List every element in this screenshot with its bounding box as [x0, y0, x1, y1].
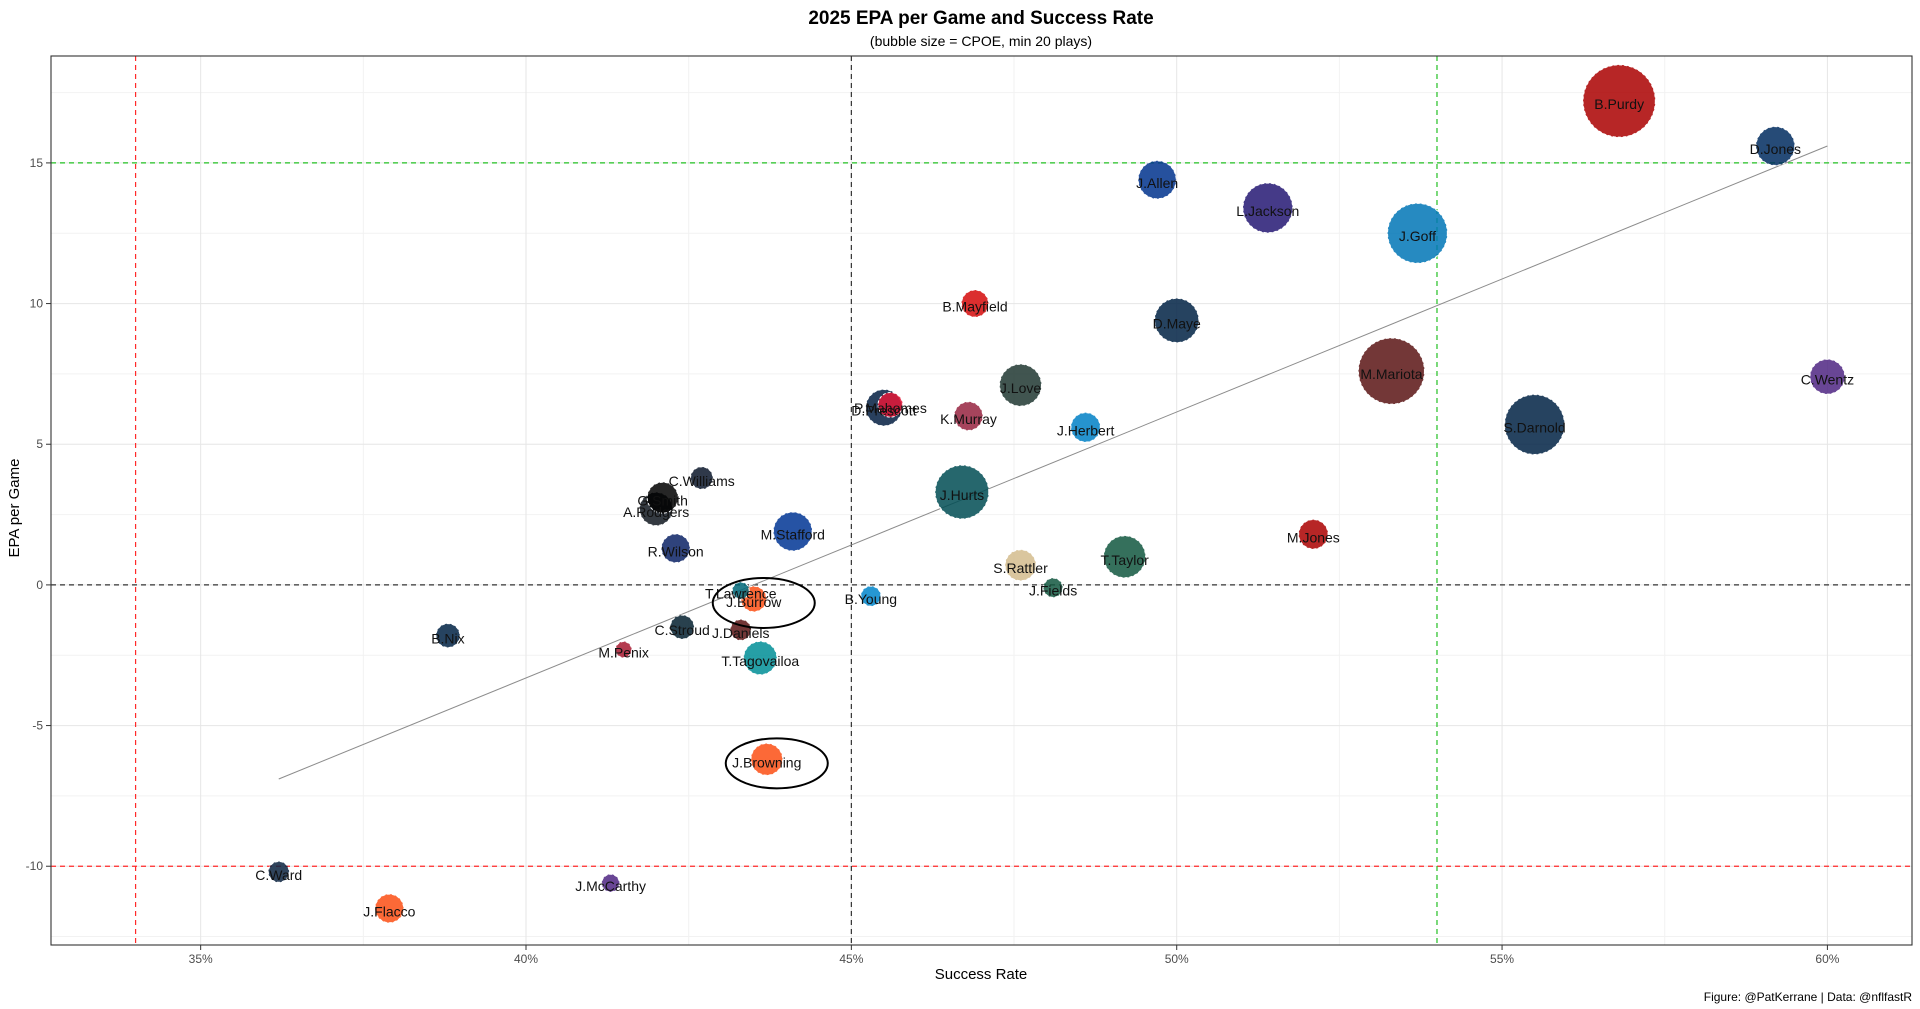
bubble — [1582, 64, 1656, 138]
bubble — [1004, 549, 1037, 582]
highlight-ellipse — [724, 737, 829, 790]
bubble — [669, 614, 695, 640]
bubble-label: J.Burrow — [726, 594, 782, 610]
bubble-label: P.Mahomes — [854, 400, 927, 416]
bubble — [435, 623, 461, 648]
bubble — [1137, 160, 1177, 200]
bubble — [1504, 394, 1565, 455]
x-axis-title: Success Rate — [935, 966, 1028, 983]
bubble — [601, 873, 620, 893]
bubble-label: S.Rattler — [993, 560, 1048, 576]
bubble-label: T.Taylor — [1101, 552, 1150, 568]
bubble-label: C.Williams — [669, 473, 735, 489]
bubble — [1154, 297, 1200, 344]
bubble — [374, 893, 405, 924]
y-tick-label: 10 — [30, 297, 44, 311]
bubble — [934, 464, 990, 520]
bubble — [960, 289, 990, 318]
bubble-label: A.Rodgers — [623, 504, 689, 520]
bubble — [1357, 337, 1425, 405]
bubble-label: M.Mariota — [1360, 366, 1422, 382]
trend-line — [278, 145, 1828, 780]
bubble — [877, 391, 904, 418]
y-tick-label: -10 — [26, 859, 44, 873]
bubble — [750, 742, 784, 776]
bubble — [615, 641, 633, 659]
bubble-label: D.Prescott — [851, 403, 916, 419]
bubble-labels: B.Purdy D.Jones J.Allen L.Jackson J.Goff B.Ma… — [255, 96, 1854, 919]
bubble-label: D.Jones — [1750, 141, 1801, 157]
bubble — [267, 860, 290, 883]
bubble-label: B.Young — [845, 591, 897, 607]
bubble-label: C.Stroud — [655, 622, 710, 638]
caption: Figure: @PatKerrane | Data: @nflfastR — [1704, 990, 1913, 1004]
bubble — [1242, 182, 1294, 234]
bubble-label: D.Maye — [1153, 315, 1201, 331]
bubbles — [267, 64, 1846, 924]
x-tick-label: 35% — [189, 952, 213, 966]
bubble-label: B.Nix — [431, 631, 464, 647]
bubble — [999, 363, 1042, 407]
reference-lines — [51, 56, 1912, 945]
bubble-label: J.Herbert — [1057, 422, 1115, 438]
bubble — [772, 511, 813, 552]
bubble — [1103, 535, 1147, 579]
bubble-label: T.Tagovailoa — [721, 653, 799, 669]
bubble — [1042, 577, 1064, 598]
chart-subtitle: (bubble size = CPOE, min 20 plays) — [870, 33, 1092, 49]
bubble-label: J.Goff — [1399, 228, 1436, 244]
bubble-label: G.Smith — [637, 493, 688, 509]
axis-ticks: 35% 40% 45% 50% 55% 60% -10 -5 0 5 10 15 — [26, 156, 1840, 966]
bubble-label: S.Darnold — [1503, 420, 1565, 436]
x-tick-label: 45% — [839, 952, 863, 966]
x-tick-label: 60% — [1815, 952, 1839, 966]
bubble — [646, 481, 679, 514]
trend-line-group — [278, 145, 1828, 780]
bubble — [1070, 412, 1101, 443]
bubble-label: R.Wilson — [648, 543, 704, 559]
bubble-label: J.McCarthy — [575, 878, 646, 894]
highlight-ellipse — [711, 576, 816, 629]
y-tick-label: -5 — [32, 719, 43, 733]
bubble-label: B.Purdy — [1594, 96, 1644, 112]
bubble-label: J.Hurts — [940, 487, 984, 503]
bubble-label: T.Lawrence — [705, 586, 777, 602]
bubble — [1387, 202, 1448, 264]
bubble — [860, 585, 882, 607]
bubble — [953, 401, 984, 431]
bubble — [743, 640, 778, 676]
bubble — [1298, 519, 1329, 550]
bubble-label: M.Penix — [598, 645, 649, 661]
grid — [51, 56, 1912, 945]
bubble-label: J.Flacco — [363, 903, 415, 919]
bubble — [1809, 358, 1846, 395]
bubble — [690, 466, 714, 490]
chart-title: 2025 EPA per Game and Success Rate — [808, 8, 1153, 29]
bubble-label: C.Ward — [255, 867, 302, 883]
bubble-label: B.Mayfield — [942, 299, 1007, 315]
bubble-label: J.Love — [1000, 380, 1041, 396]
bubble — [1755, 126, 1796, 166]
x-tick-label: 55% — [1490, 952, 1514, 966]
bubble-label: C.Wentz — [1801, 372, 1854, 388]
bubble-label: M.Stafford — [761, 526, 825, 542]
y-tick-label: 0 — [36, 578, 43, 592]
bubble-label: J.Allen — [1136, 175, 1178, 191]
bubble-label: M.Jones — [1287, 529, 1340, 545]
bubble-label: K.Murray — [940, 411, 997, 427]
bubble — [731, 581, 750, 600]
y-tick-label: 5 — [36, 437, 43, 451]
y-axis-title: EPA per Game — [6, 459, 23, 558]
x-tick-label: 40% — [514, 952, 538, 966]
bubble — [660, 533, 691, 564]
x-tick-label: 50% — [1165, 952, 1189, 966]
y-tick-label: 15 — [30, 156, 44, 170]
bubble-label: J.Fields — [1029, 583, 1077, 599]
bubble-label: L.Jackson — [1236, 203, 1299, 219]
bubble-label: J.Daniels — [712, 625, 770, 641]
highlight-ellipses — [711, 576, 829, 790]
plot-panel-border — [50, 55, 1913, 946]
bubble-label: J.Browning — [732, 754, 801, 770]
